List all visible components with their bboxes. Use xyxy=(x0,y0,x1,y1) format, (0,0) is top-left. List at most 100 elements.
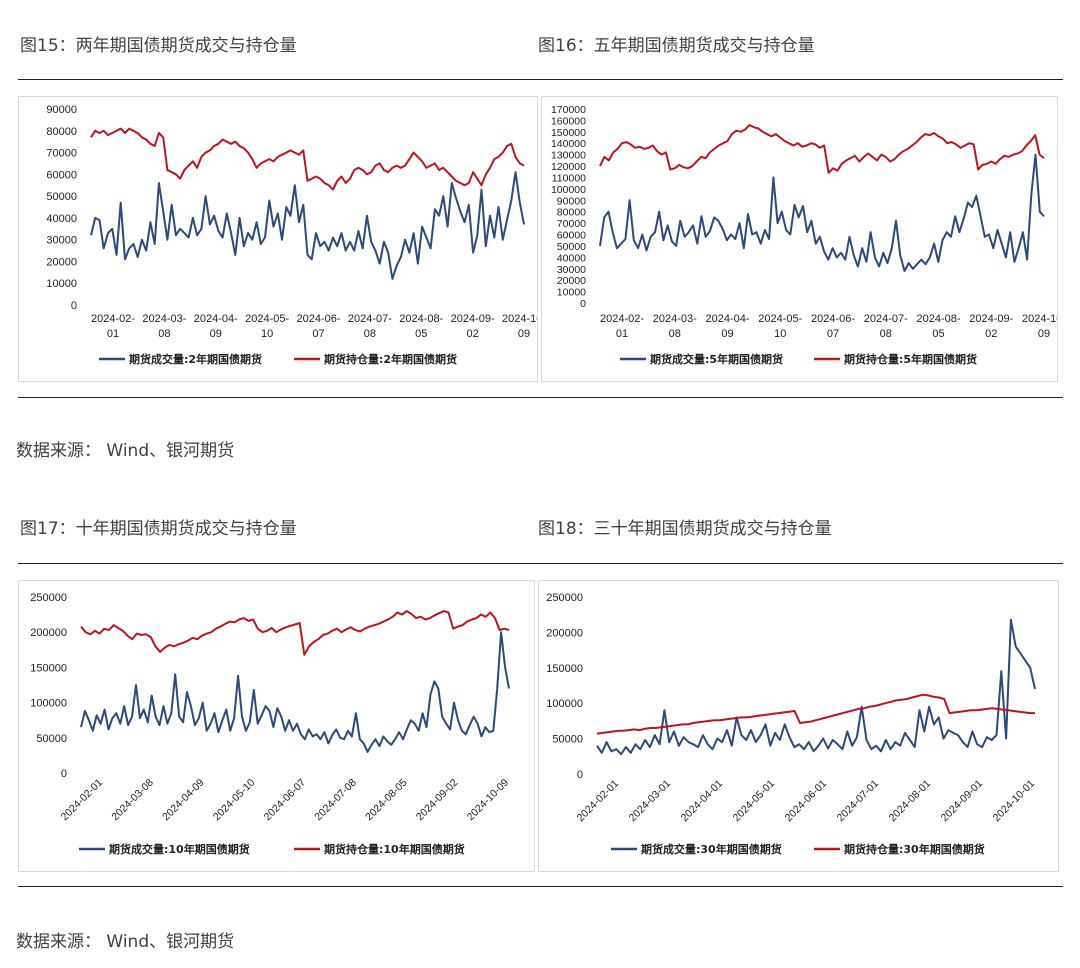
volume-series-line xyxy=(599,153,1045,272)
y-tick-label: 20000 xyxy=(557,275,586,287)
x-tick-label: 2024-09-02 xyxy=(414,777,461,824)
x-tick-label: 2024-08-01 xyxy=(887,778,934,825)
legend-label: 期货成交量:30年期国债期货 xyxy=(641,842,782,856)
chart-2y: 0 10000 20000 30000 40000 50000 60000 70000 8000… xyxy=(46,104,537,366)
chart-panel-3: 0 50000 100000 150000 200000 250000 2024-02-01… xyxy=(18,580,535,872)
y-tick-label: 150000 xyxy=(551,127,586,139)
x-tick-label: 2024-08-05 xyxy=(916,313,960,340)
x-tick-label: 2024-04-09 xyxy=(194,313,238,340)
y-tick-label: 150000 xyxy=(546,663,583,675)
x-tick-label: 2024-06-07 xyxy=(811,313,855,340)
x-tick-label: 2024-02-01 xyxy=(91,313,135,340)
x-tick-label: 2024-02-01 xyxy=(59,777,106,824)
y-tick-label: 60000 xyxy=(557,230,586,242)
bottom-rule-2 xyxy=(18,886,1063,887)
y-tick-label: 250000 xyxy=(546,592,583,604)
top-rule-2 xyxy=(18,563,1063,564)
legend-label: 期货持仓量:30年期国债期货 xyxy=(844,842,985,856)
figure-title-4: 图18：三十年期国债期货成交与持仓量 xyxy=(538,519,832,539)
x-tick-label: 2024-04-09 xyxy=(160,777,207,824)
y-tick-label: 130000 xyxy=(551,150,586,162)
x-tick-label: 2024-09-02 xyxy=(969,313,1013,340)
volume-series-line xyxy=(80,631,510,753)
x-tick-label: 2024-10-09 xyxy=(502,313,537,340)
x-tick-label: 2024-06-07 xyxy=(262,777,309,824)
x-tick-label: 2024-09-01 xyxy=(939,778,986,825)
y-tick-label: 70000 xyxy=(46,148,77,160)
chart-10y: 0 50000 100000 150000 200000 250000 2024-02-01… xyxy=(30,592,512,856)
x-tick-label: 2024-03-08 xyxy=(142,313,186,340)
x-tick-label: 2024-05-10 xyxy=(211,777,258,824)
chart-panel-1: 0 10000 20000 30000 40000 50000 60000 70000 8000… xyxy=(18,96,538,382)
legend-label: 期货成交量:5年期国债期货 xyxy=(650,352,783,366)
x-tick-label: 2024-06-07 xyxy=(296,313,340,340)
open-interest-series-line xyxy=(599,124,1045,174)
x-tick-label: 2024-07-08 xyxy=(312,777,359,824)
x-tick-label: 2024-04-01 xyxy=(679,778,726,825)
y-tick-label: 30000 xyxy=(46,235,77,247)
volume-series-line xyxy=(596,618,1036,756)
legend-label: 期货成交量:2年期国债期货 xyxy=(129,352,262,366)
chart-5y: 0100002000030000400005000060000700008000… xyxy=(551,104,1057,366)
x-tick-label: 2024-04-09 xyxy=(705,313,749,340)
x-tick-label: 2024-03-01 xyxy=(627,778,674,825)
x-tick-label: 2024-05-01 xyxy=(731,778,778,825)
y-tick-label: 140000 xyxy=(551,138,586,150)
y-tick-label: 70000 xyxy=(557,218,586,230)
y-tick-label: 120000 xyxy=(551,161,586,173)
source-note-1: 数据来源： Wind、银河期货 xyxy=(16,441,235,461)
chart-panel-2: 0 10000 20000 30000 40000 50000 60000 70000 8000… xyxy=(541,96,1058,382)
y-tick-label: 80000 xyxy=(46,126,77,138)
y-tick-label: 100000 xyxy=(546,698,583,710)
y-tick-label: 10000 xyxy=(557,287,586,299)
y-tick-label: 30000 xyxy=(557,264,586,276)
source-note-2: 数据来源： Wind、银河期货 xyxy=(16,932,235,952)
x-tick-label: 2024-07-01 xyxy=(835,778,882,825)
top-rule-1 xyxy=(18,79,1063,80)
y-tick-label: 200000 xyxy=(546,627,583,639)
x-tick-label: 2024-10-09 xyxy=(465,777,512,824)
x-tick-label: 2024-09-02 xyxy=(451,313,495,340)
y-tick-label: 160000 xyxy=(551,115,586,127)
x-tick-label: 2024-02-01 xyxy=(575,778,622,825)
y-tick-label: 80000 xyxy=(557,207,586,219)
x-tick-label: 2024-03-08 xyxy=(109,777,156,824)
figure-title-3: 图17：十年期国债期货成交与持仓量 xyxy=(20,519,297,539)
y-tick-label: 170000 xyxy=(551,104,586,116)
y-tick-label: 60000 xyxy=(46,169,77,181)
x-tick-label: 2024-06-01 xyxy=(783,778,830,825)
x-tick-label: 2024-08-05 xyxy=(399,313,443,340)
x-tick-label: 2024-03-08 xyxy=(653,313,697,340)
y-tick-label: 50000 xyxy=(46,191,77,203)
y-tick-label: 90000 xyxy=(557,195,586,207)
x-tick-label: 2024-07-08 xyxy=(348,313,392,340)
y-tick-label: 0 xyxy=(61,768,67,780)
y-tick-label: 110000 xyxy=(552,172,586,184)
open-interest-series-line xyxy=(90,127,525,191)
x-tick-label: 2024-10-01 xyxy=(991,778,1038,825)
y-tick-label: 50000 xyxy=(552,734,583,746)
legend-label: 期货持仓量:2年期国债期货 xyxy=(324,352,457,366)
y-tick-label: 250000 xyxy=(30,592,67,604)
legend-label: 期货持仓量:10年期国债期货 xyxy=(324,842,465,856)
legend-label: 期货持仓量:5年期国债期货 xyxy=(844,352,977,366)
y-tick-label: 50000 xyxy=(36,733,67,745)
chart-30y: 0 50000 100000 150000 200000 250000 2024-02-01… xyxy=(546,592,1038,856)
y-tick-label: 100000 xyxy=(30,698,67,710)
legend-label: 期货成交量:10年期国债期货 xyxy=(109,842,250,856)
open-interest-series-line xyxy=(80,610,510,656)
figure-title-1: 图15：两年期国债期货成交与持仓量 xyxy=(20,36,297,56)
x-tick-label: 2024-08-05 xyxy=(363,777,410,824)
y-tick-label: 40000 xyxy=(46,213,77,225)
y-tick-label: 50000 xyxy=(557,241,586,253)
y-tick-label: 150000 xyxy=(30,662,67,674)
y-tick-label: 90000 xyxy=(46,104,77,116)
x-tick-label: 2024-10-09 xyxy=(1022,313,1057,340)
y-tick-label: 0 xyxy=(71,300,77,312)
x-tick-label: 2024-05-10 xyxy=(245,313,289,340)
y-tick-label: 40000 xyxy=(557,252,586,264)
x-tick-label: 2024-05-10 xyxy=(758,313,802,340)
bottom-rule-1 xyxy=(18,397,1063,398)
figure-title-2: 图16：五年期国债期货成交与持仓量 xyxy=(538,36,815,56)
y-tick-label: 200000 xyxy=(30,627,67,639)
